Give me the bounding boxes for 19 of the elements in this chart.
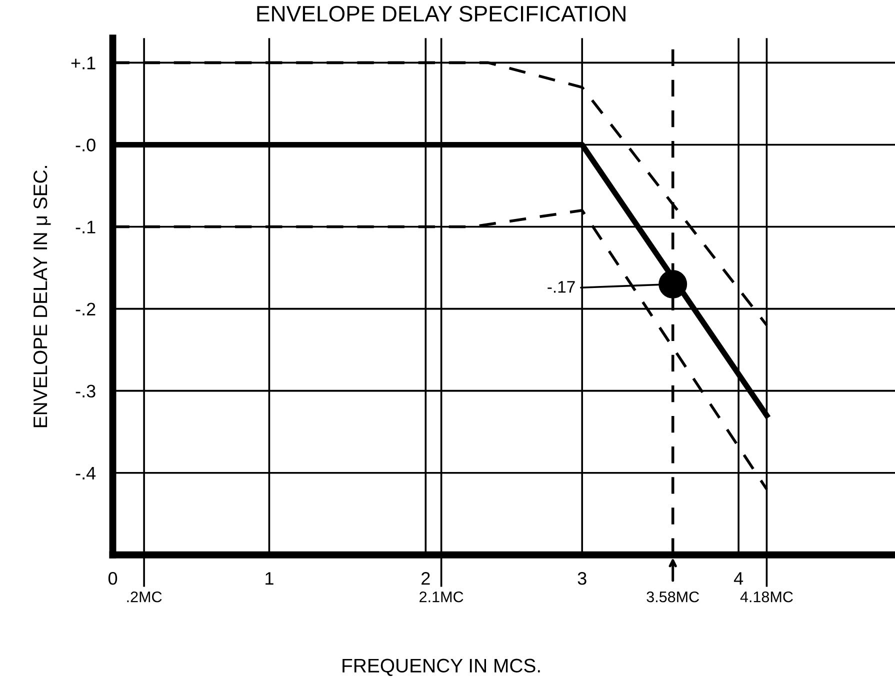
x-tick-label: 1 [266, 572, 274, 585]
ref-line-label: .2MC [127, 591, 162, 602]
x-tick-label: 0 [108, 572, 118, 585]
x-tick-label: 2 [422, 572, 430, 585]
x-tick-label: 4 [734, 572, 744, 585]
chart-title: ENVELOPE DELAY SPECIFICATION [257, 6, 626, 22]
y-tick-label: -.2 [76, 302, 96, 316]
y-tick-label: -.1 [76, 220, 96, 234]
y-tick-label: +.1 [71, 56, 96, 70]
x-tick-label: 3 [578, 572, 586, 585]
ref-line-label: 3.58MC [646, 591, 700, 602]
y-tick-label: -.4 [76, 466, 96, 480]
x-axis-title: FREQUENCY IN MCS. [342, 658, 540, 676]
ref-line-label: 2.1MC [420, 591, 464, 602]
y-tick-label: -.3 [76, 384, 96, 398]
ref-line-label: 4.18MC [740, 591, 793, 602]
y-tick-label: -.0 [76, 138, 96, 152]
annotation: -.17 [548, 281, 575, 293]
y-axis-title: ENVELOPE DELAY IN μ SEC. [33, 166, 51, 428]
